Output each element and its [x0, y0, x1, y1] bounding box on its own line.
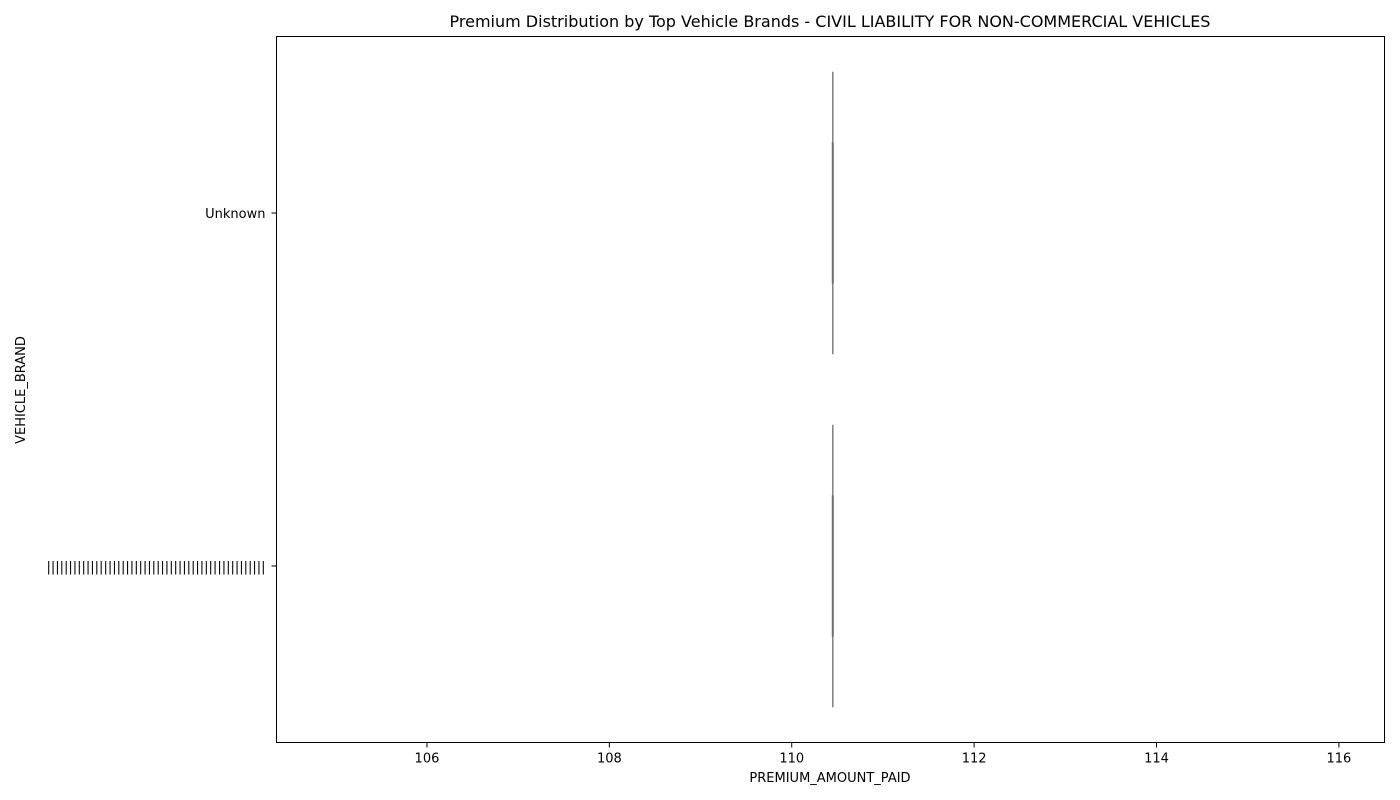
x-tick-label: 114: [1144, 752, 1169, 767]
x-tick-label: 112: [962, 752, 987, 767]
x-tick-label: 106: [415, 752, 440, 767]
plot-area: [276, 36, 1385, 743]
x-tick-label: 108: [597, 752, 622, 767]
chart-title: Premium Distribution by Top Vehicle Bran…: [450, 12, 1211, 31]
x-tick-label: 110: [779, 752, 804, 767]
x-tick-label: 116: [1326, 752, 1351, 767]
y-tick-label: Unknown: [205, 207, 265, 222]
y-tick-label: ||||||||||||||||||||||||||||||||||||||||…: [47, 560, 266, 575]
y-axis-label: VEHICLE_BRAND: [14, 336, 29, 444]
y-axis-ticks: Unknown |||||||||||||||||||||||||||||||||…: [47, 207, 277, 575]
x-axis-label: PREMIUM_AMOUNT_PAID: [749, 771, 910, 786]
x-axis-ticks: 106 108 110 112 114 116: [415, 742, 1351, 767]
